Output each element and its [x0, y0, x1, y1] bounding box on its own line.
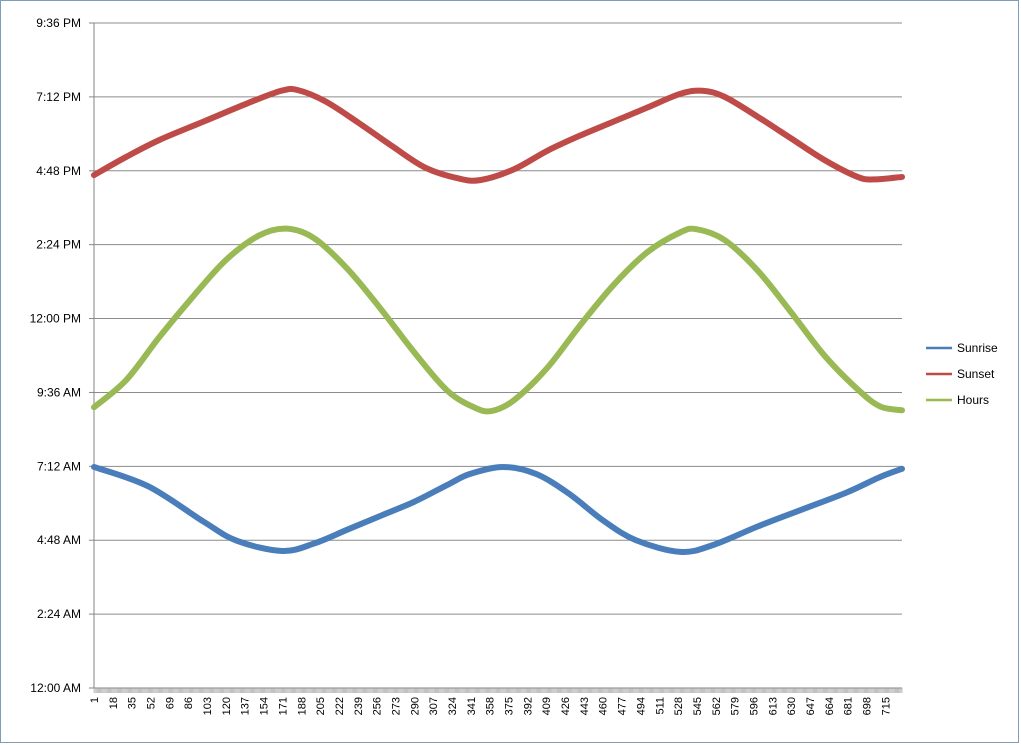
x-tick-label: 494 — [635, 697, 647, 715]
x-tick-label: 630 — [786, 697, 798, 715]
x-axis-ticks: 1 18 35 52 69 86 103 120 137 154 171 188 205 222 239 25… — [89, 688, 903, 715]
series-lines — [91, 85, 905, 556]
x-tick-label: 358 — [485, 697, 497, 715]
x-tick-label: 273 — [390, 697, 402, 715]
x-tick-label: 35 — [127, 697, 139, 709]
x-tick-label: 460 — [598, 697, 610, 715]
y-tick-label: 2:24 AM — [37, 607, 81, 621]
series-line-sunrise — [91, 463, 905, 556]
axes — [93, 23, 902, 689]
x-tick-label: 239 — [353, 697, 365, 715]
x-tick-label: 307 — [428, 697, 440, 715]
y-tick-label: 7:12 AM — [37, 459, 81, 473]
y-axis-ticks: 12:00 AM 2:24 AM 4:48 AM 7:12 AM 9:36 AM 12:0… — [30, 16, 94, 695]
x-tick-label: 579 — [730, 697, 742, 715]
x-tick-marks — [93, 688, 903, 693]
x-tick-label: 562 — [711, 697, 723, 715]
x-tick-label: 222 — [334, 697, 346, 715]
x-tick-label: 664 — [824, 697, 836, 715]
x-tick-label: 52 — [146, 697, 158, 709]
x-tick-label: 715 — [880, 697, 892, 715]
x-tick-label: 647 — [805, 697, 817, 715]
series-line-sunset — [91, 85, 905, 184]
x-tick-label: 137 — [240, 697, 252, 715]
y-tick-label: 4:48 AM — [37, 533, 81, 547]
x-tick-label: 188 — [296, 697, 308, 715]
y-tick-label: 12:00 PM — [30, 312, 81, 326]
x-tick-label: 477 — [617, 697, 629, 715]
y-tick-label: 2:24 PM — [36, 238, 81, 252]
y-tick-label: 4:48 PM — [36, 164, 81, 178]
x-tick-label: 120 — [221, 697, 233, 715]
gridlines — [94, 22, 902, 615]
x-tick-label: 18 — [108, 697, 120, 709]
legend-label-sunrise: Sunrise — [957, 341, 998, 355]
x-tick-label: 375 — [504, 697, 516, 715]
x-tick-label: 103 — [202, 697, 214, 715]
x-tick-label: 613 — [767, 697, 779, 715]
y-tick-label: 7:12 PM — [36, 90, 81, 104]
y-tick-label: 9:36 PM — [36, 16, 81, 30]
x-tick-label: 545 — [692, 697, 704, 715]
x-tick-label: 426 — [560, 697, 572, 715]
x-tick-label: 86 — [183, 697, 195, 709]
x-tick-label: 324 — [447, 697, 459, 715]
legend: Sunrise Sunset Hours — [926, 341, 998, 407]
x-tick-label: 596 — [748, 697, 760, 715]
legend-label-sunset: Sunset — [957, 367, 995, 381]
x-tick-label: 698 — [862, 697, 874, 715]
x-tick-label: 256 — [372, 697, 384, 715]
x-tick-label: 681 — [843, 697, 855, 715]
x-tick-label: 69 — [164, 697, 176, 709]
x-tick-label: 409 — [541, 697, 553, 715]
x-tick-label: 511 — [654, 697, 666, 715]
series-line-hours — [91, 225, 905, 415]
x-tick-label: 528 — [673, 697, 685, 715]
x-tick-label: 154 — [259, 697, 271, 715]
legend-label-hours: Hours — [957, 393, 989, 407]
y-tick-label: 12:00 AM — [30, 681, 81, 695]
x-tick-label: 290 — [409, 697, 421, 715]
x-tick-label: 171 — [277, 697, 289, 715]
x-tick-label: 443 — [579, 697, 591, 715]
x-tick-label: 341 — [466, 697, 478, 715]
y-tick-label: 9:36 AM — [37, 385, 81, 399]
x-tick-label: 1 — [89, 697, 101, 703]
x-tick-label: 392 — [522, 697, 534, 715]
x-tick-label: 205 — [315, 697, 327, 715]
